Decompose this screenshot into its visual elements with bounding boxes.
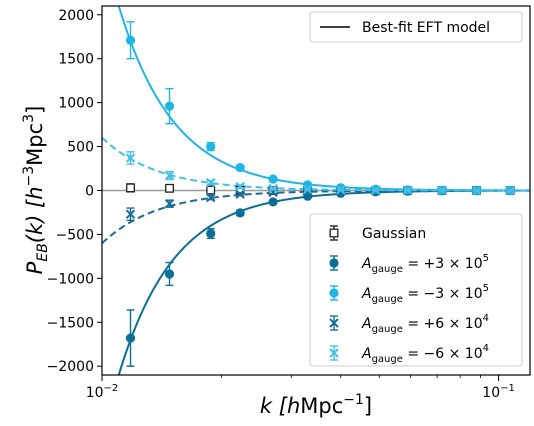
legend-label: Agauge = +6 × 104 [361,313,489,335]
data-point [268,174,278,184]
data-point [164,101,175,111]
legend-entry-gaussian: Gaussian [329,225,426,242]
legend-marker [329,348,339,358]
data-point [125,153,136,163]
data-point [336,185,346,195]
y-tick-label: 500 [67,140,94,156]
legend-marker [329,318,339,328]
data-point [206,141,216,152]
data-point [268,197,278,207]
model-curves [102,6,530,375]
data-point [235,189,245,199]
data-point [235,181,245,192]
legend-top: Best-fit EFT model [309,11,523,43]
legend-label: Gaussian [362,226,426,242]
y-tick-label: 1000 [58,96,94,112]
y-tick-label: 2000 [58,8,94,24]
legend-entry-a2: Agauge = −3 × 105 [329,283,489,305]
y-tick-label: 0 [85,184,94,200]
legend-entry-a3: Agauge = +6 × 104 [329,313,489,335]
legend-label: Agauge = +3 × 105 [361,253,489,275]
legend-entry-a1: Agauge = +3 × 105 [329,253,489,275]
data-point [505,185,515,196]
series-a4 [125,151,515,196]
x-axis-label: k [hMpc−1] [260,392,372,418]
axis-ticks: −2000 −1500 −1000 −500 0 500 1000 1500 2000 10−2 1… [47,8,515,401]
data-point [125,333,136,343]
legend-model-label: Best-fit EFT model [362,20,490,36]
data-point [125,35,136,45]
legend-label: Agauge = −3 × 105 [361,283,489,305]
data-point [371,185,381,195]
data-point [235,163,245,173]
data-point [165,183,174,193]
y-tick-label: −2000 [47,359,94,375]
data-point [302,184,313,195]
data-point [164,170,175,181]
data-point [471,185,482,196]
data-points [125,21,515,367]
legend-marker [329,258,339,268]
data-point [206,228,216,239]
model-curve-a4 [102,136,530,192]
data-point [403,185,413,196]
legend-entries: Gaussian Agauge = +3 × 105 Agauge = −3 × 1… [329,225,489,365]
legend-bottom: Gaussian Agauge = +3 × 105 Agauge = −3 × 1… [309,213,523,367]
y-tick-label: −1500 [47,315,94,331]
y-tick-label: −500 [56,227,94,243]
data-point [126,183,135,193]
data-point [164,198,175,209]
data-point [164,269,175,279]
legend-entry-a4: Agauge = −6 × 104 [329,343,489,365]
data-point [437,185,447,196]
data-point [268,183,278,194]
x-tick-label: 10−2 [86,383,119,401]
legend-label: Agauge = −6 × 104 [361,343,489,365]
legend-marker [329,228,339,238]
data-point [125,209,136,219]
x-tick-label: 10−1 [482,383,515,401]
y-tick-label: 1500 [58,52,94,68]
legend-top-box [309,11,523,43]
data-point [206,192,216,203]
legend-bottom-box [309,213,523,367]
y-tick-label: −1000 [47,271,94,287]
series-a2 [125,21,515,196]
data-point [206,185,216,195]
y-axis-label: PEB(k) [h−3Mpc3] [21,106,51,275]
legend-marker [329,288,339,298]
data-point [235,208,245,218]
data-point [206,177,216,188]
